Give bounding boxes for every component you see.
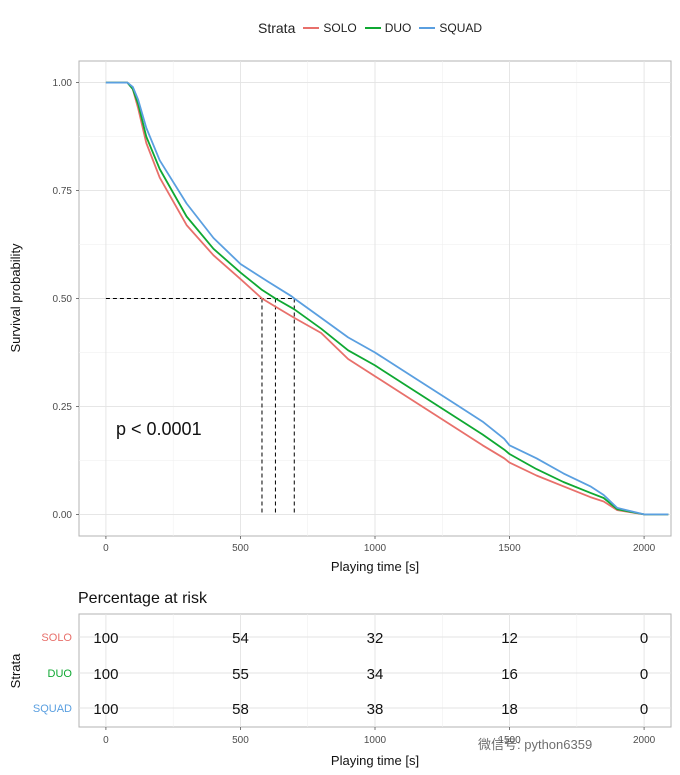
y-ticks: 0.00 0.25 0.50 0.75 1.00 xyxy=(53,78,79,521)
risk-y-axis-title: Strata xyxy=(8,653,23,688)
risk-strata-labels: SOLO DUO SQUAD xyxy=(33,632,73,715)
risk-cell: 18 xyxy=(501,701,518,718)
series-line-squad xyxy=(105,81,669,516)
x-tick-label: 500 xyxy=(232,543,249,554)
x-axis-title: Playing time [s] xyxy=(331,559,419,574)
y-tick-label: 0.50 xyxy=(53,294,73,305)
series-line-solo xyxy=(105,81,669,516)
risk-cell: 12 xyxy=(501,630,518,647)
series-line-duo xyxy=(105,81,669,516)
legend-label-duo: DUO xyxy=(384,21,412,35)
risk-cell: 16 xyxy=(501,666,518,683)
risk-grid xyxy=(79,614,671,727)
legend: Strata SOLO DUO SQUAD xyxy=(258,18,490,38)
risk-cell: 38 xyxy=(367,701,384,718)
risk-cell: 100 xyxy=(93,701,118,718)
risk-cell: 32 xyxy=(367,630,384,647)
risk-strata-label-solo: SOLO xyxy=(41,632,72,644)
watermark: 微信号: python6359 xyxy=(478,737,593,752)
x-tick-label: 0 xyxy=(103,543,109,554)
risk-cell: 0 xyxy=(640,630,648,647)
legend-swatch-solo xyxy=(303,27,320,29)
legend-label-squad: SQUAD xyxy=(439,21,483,35)
risk-strata-label-squad: SQUAD xyxy=(33,703,72,715)
y-tick-label: 0.25 xyxy=(53,402,73,413)
risk-cell: 54 xyxy=(232,630,249,647)
risk-cell: 55 xyxy=(232,666,249,683)
risk-cell: 58 xyxy=(232,701,249,718)
risk-x-tick-label: 1500 xyxy=(498,735,521,746)
risk-x-tick-label: 500 xyxy=(232,735,249,746)
grid xyxy=(79,61,671,536)
legend-swatch-duo xyxy=(364,27,381,29)
risk-cell: 100 xyxy=(93,630,118,647)
p-value-annotation: p < 0.0001 xyxy=(116,419,202,439)
y-tick-label: 1.00 xyxy=(53,78,73,89)
series xyxy=(105,81,669,516)
risk-x-tick-label: 2000 xyxy=(633,735,656,746)
risk-x-ticks: 0 500 1000 1500 2000 xyxy=(103,727,656,746)
x-tick-label: 2000 xyxy=(633,543,656,554)
risk-cell: 0 xyxy=(640,701,648,718)
risk-cell: 100 xyxy=(93,666,118,683)
risk-strata-label-duo: DUO xyxy=(48,668,73,680)
risk-cell: 34 xyxy=(367,666,384,683)
y-tick-label: 0.00 xyxy=(53,510,73,521)
risk-cells: 100 54 32 12 0 100 55 34 16 0 100 58 38 18 0 xyxy=(93,630,648,718)
risk-cell: 0 xyxy=(640,666,648,683)
legend-item-duo: DUO xyxy=(364,21,412,35)
risk-table-title: Percentage at risk xyxy=(78,590,208,607)
x-tick-label: 1000 xyxy=(364,543,387,554)
legend-label-solo: SOLO xyxy=(323,21,357,35)
x-tick-label: 1500 xyxy=(498,543,521,554)
legend-item-solo: SOLO xyxy=(303,21,357,35)
legend-title: Strata xyxy=(258,20,296,36)
x-ticks: 0 500 1000 1500 2000 xyxy=(103,536,656,554)
legend-swatch-squad xyxy=(419,27,436,29)
risk-x-tick-label: 1000 xyxy=(364,735,387,746)
legend-item-squad: SQUAD xyxy=(419,21,482,35)
y-axis-title: Survival probability xyxy=(8,243,23,353)
risk-x-axis-title: Playing time [s] xyxy=(331,753,419,768)
risk-x-tick-label: 0 xyxy=(103,735,109,746)
y-tick-label: 0.75 xyxy=(53,186,73,197)
